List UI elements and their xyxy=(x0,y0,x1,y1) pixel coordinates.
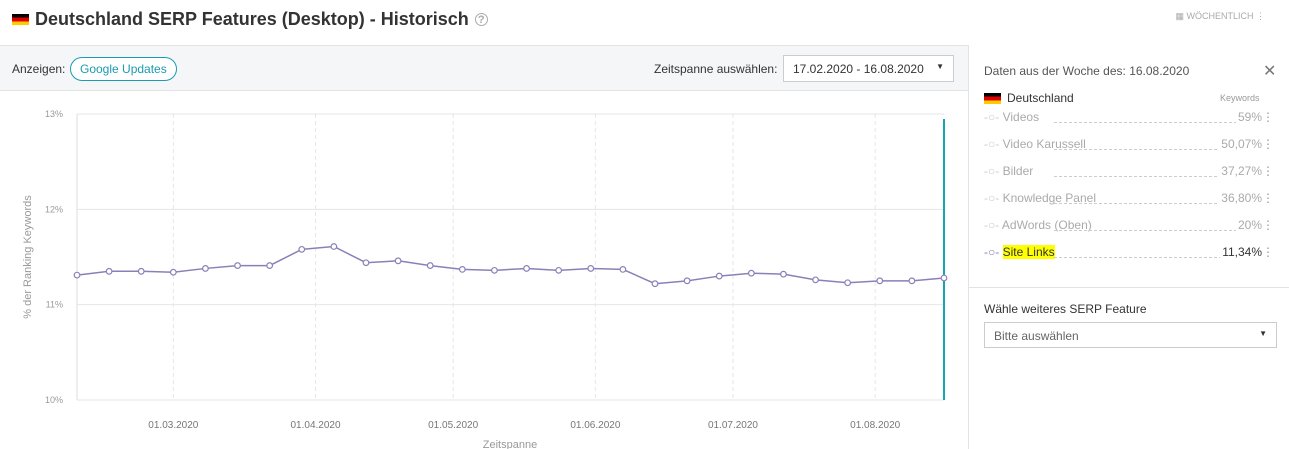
country: Deutschland xyxy=(984,91,1074,105)
title: Deutschland SERP Features (Desktop) - Hi… xyxy=(35,9,469,29)
x-tick-label: 01.07.2020 xyxy=(708,420,758,431)
data-point xyxy=(73,271,81,279)
data-point xyxy=(458,265,466,273)
data-point xyxy=(266,262,274,269)
y-tick-label: 10% xyxy=(45,395,63,405)
x-tick-label: 01.05.2020 xyxy=(428,420,478,431)
feature-select[interactable]: Bitte auswählen ▼ xyxy=(984,322,1277,348)
flag xyxy=(12,14,29,25)
range-value: 17.02.2020 - 16.08.2020 xyxy=(793,62,924,76)
data-point xyxy=(491,266,498,274)
feature-value: 36,80% xyxy=(1219,191,1262,205)
data-point xyxy=(940,274,948,282)
sidebar xyxy=(968,45,1289,449)
x-tick-label: 01.03.2020 xyxy=(148,420,198,431)
data-point xyxy=(202,265,209,272)
data-point xyxy=(298,245,306,253)
close[interactable]: ✕ xyxy=(1263,63,1277,80)
feature-name: Knowledge Panel xyxy=(1002,191,1096,205)
toolbar: Anzeigen: Google Updates Zeitspanne ausw… xyxy=(0,45,968,91)
feature-value: 50,07% xyxy=(1219,137,1262,151)
y-axis-label: % der Ranking Keywords xyxy=(22,195,34,319)
data-point xyxy=(523,265,530,272)
data-point xyxy=(555,266,563,274)
data-point xyxy=(747,269,755,277)
feature-name: Videos xyxy=(1002,110,1040,124)
data-point xyxy=(908,277,916,285)
data-point xyxy=(330,243,338,250)
feature-name: Video Karussell xyxy=(1002,137,1086,151)
feature-name: Site Links xyxy=(1002,245,1055,259)
feature-value: 20% xyxy=(1235,218,1262,232)
y-tick-label: 12% xyxy=(45,204,63,214)
chart: 10% 11% 12% 13% 01.03.2020 01.04.2020 01.05.20… xyxy=(22,109,948,449)
series-line xyxy=(76,245,945,285)
feature-row[interactable]: -○- Video Karussell 50,07% ⋮ xyxy=(984,137,1274,151)
y-tick-label: 13% xyxy=(45,109,63,119)
feature-row[interactable]: -○- Videos 59% ⋮ xyxy=(984,110,1274,124)
x-tick-label: 01.04.2020 xyxy=(291,420,341,431)
data-point xyxy=(234,262,241,269)
data-point xyxy=(105,267,113,275)
data-point xyxy=(683,277,691,285)
feature-row[interactable]: -○- Knowledge Panel 36,80% ⋮ xyxy=(984,191,1274,205)
data-point xyxy=(169,268,177,276)
country-name: Deutschland xyxy=(1007,91,1074,105)
feature-value: 59% xyxy=(1235,110,1262,124)
data-point xyxy=(137,267,145,275)
divider xyxy=(969,287,1289,288)
placeholder: Bitte auswählen xyxy=(994,329,1079,343)
flag xyxy=(984,92,1001,104)
y-tick-label: 11% xyxy=(46,300,63,310)
x-tick-label: 01.08.2020 xyxy=(850,420,900,431)
x-axis-label: Zeitspanne xyxy=(483,439,537,449)
data-point xyxy=(651,280,659,288)
data-point xyxy=(812,276,819,284)
x-tick-label: 01.06.2020 xyxy=(570,420,620,431)
help-icon[interactable]: ? xyxy=(474,13,488,26)
feature-value: 11,34% xyxy=(1220,245,1262,259)
week-label: Daten aus der Woche des: 16.08.2020 xyxy=(984,64,1190,78)
data-point xyxy=(426,262,434,269)
data-point xyxy=(715,272,723,280)
data-point xyxy=(394,257,402,265)
data-point xyxy=(362,259,370,267)
data-point xyxy=(780,270,787,278)
plot-area xyxy=(77,114,944,400)
data-point xyxy=(587,265,595,272)
feature-value: 37,27% xyxy=(1219,164,1262,178)
show-label: Anzeigen: xyxy=(12,62,66,76)
choose-label: Wähle weiteres SERP Feature xyxy=(984,302,1147,316)
column-label: Keywords xyxy=(1220,93,1260,103)
feature-row[interactable]: -○- Site Links 11,34% ⋮ xyxy=(984,245,1274,259)
interval-label: WÖCHENTLICH xyxy=(1186,11,1254,21)
interval[interactable]: ▦ WÖCHENTLICH ⋮ xyxy=(1175,11,1265,21)
range-select[interactable]: 17.02.2020 - 16.08.2020 ▼ xyxy=(783,55,954,82)
data-point xyxy=(876,277,884,285)
updates-button[interactable]: Google Updates xyxy=(70,57,177,81)
data-point xyxy=(619,265,627,273)
feature-row[interactable]: -○- Bilder 37,27% ⋮ xyxy=(984,164,1274,178)
feature-row[interactable]: -○- AdWords (Oben) 20% ⋮ xyxy=(984,218,1274,232)
header: Deutschland SERP Features (Desktop) - Hi… xyxy=(12,9,488,30)
feature-name: Bilder xyxy=(1002,164,1034,178)
range-label: Zeitspanne auswählen: xyxy=(654,62,778,76)
feature-name: AdWords (Oben) xyxy=(1001,218,1092,232)
data-point xyxy=(844,279,852,287)
